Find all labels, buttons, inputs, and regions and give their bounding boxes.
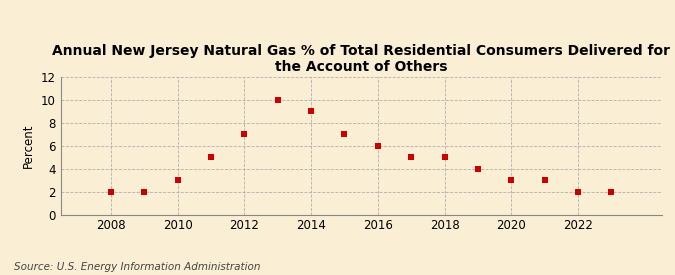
Text: Source: U.S. Energy Information Administration: Source: U.S. Energy Information Administ… bbox=[14, 262, 260, 272]
Point bbox=[572, 189, 583, 194]
Y-axis label: Percent: Percent bbox=[22, 123, 35, 168]
Point bbox=[539, 178, 550, 182]
Point bbox=[406, 155, 416, 160]
Point bbox=[139, 189, 150, 194]
Point bbox=[373, 144, 383, 148]
Title: Annual New Jersey Natural Gas % of Total Residential Consumers Delivered for the: Annual New Jersey Natural Gas % of Total… bbox=[52, 44, 670, 74]
Point bbox=[439, 155, 450, 160]
Point bbox=[105, 189, 116, 194]
Point bbox=[472, 166, 483, 171]
Point bbox=[506, 178, 517, 182]
Point bbox=[306, 109, 317, 114]
Point bbox=[272, 98, 283, 102]
Point bbox=[205, 155, 216, 160]
Point bbox=[172, 178, 183, 182]
Point bbox=[239, 132, 250, 136]
Point bbox=[339, 132, 350, 136]
Point bbox=[606, 189, 617, 194]
